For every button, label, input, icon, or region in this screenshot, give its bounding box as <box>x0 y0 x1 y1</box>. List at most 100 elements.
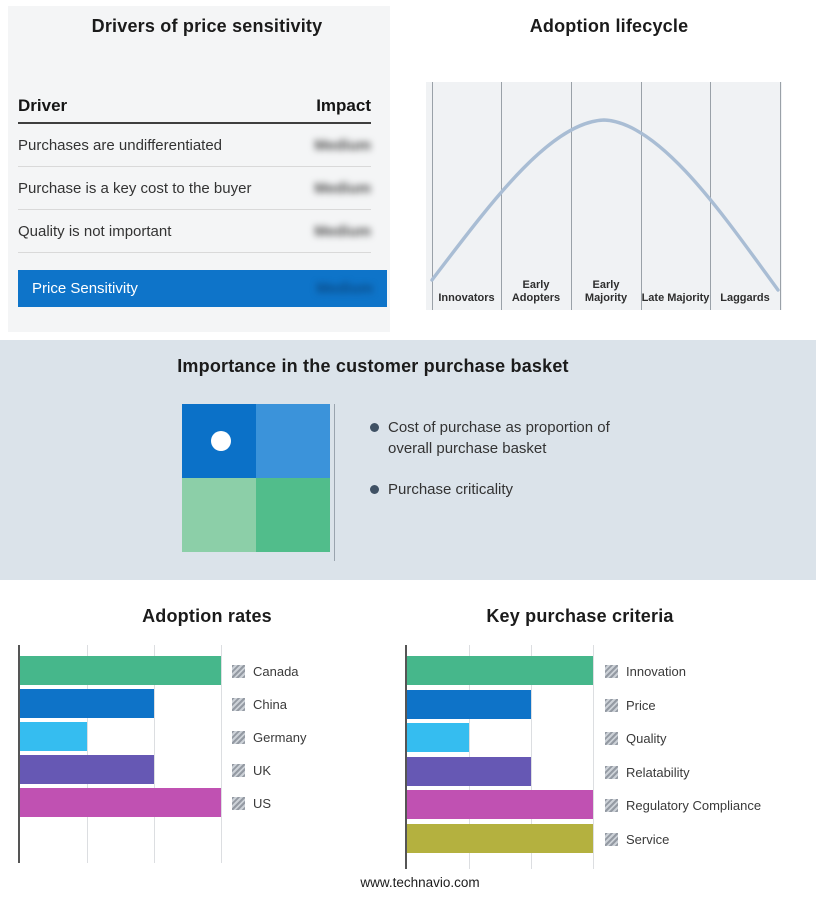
bar-regulatory-compliance <box>407 790 593 819</box>
legend-label: US <box>253 796 272 811</box>
stage-divider <box>432 82 433 310</box>
stage-divider <box>710 82 711 310</box>
legend-label: Price <box>626 697 656 713</box>
driver-cell: Quality is not important <box>18 222 172 240</box>
bullet-icon <box>370 485 379 494</box>
legend-label: Service <box>626 831 670 847</box>
impact-cell: Medium <box>314 179 371 197</box>
legend-swatch-icon <box>605 665 618 678</box>
key-purchase-criteria-chart: Innovation Price Quality Relatability Regula… <box>405 645 805 871</box>
technavio-link[interactable]: www.technavio.com <box>360 875 480 890</box>
column-driver: Driver <box>18 96 68 115</box>
impact-cell: Medium <box>314 136 371 154</box>
bar-service <box>407 823 593 853</box>
legend-swatch-icon <box>605 799 618 812</box>
legend-item: Canada <box>232 664 299 679</box>
legend-label: Regulatory Compliance <box>626 798 762 813</box>
lifecycle-title: Adoption lifecycle <box>529 16 689 36</box>
stage-label-early-majority: Early Majority <box>584 278 628 304</box>
stage-label-laggards: Laggards <box>720 291 770 304</box>
legend-swatch-icon <box>232 731 245 744</box>
legend-swatch-icon <box>232 764 245 777</box>
price-sensitivity-bar: Price Sensitivity Medium <box>18 270 387 307</box>
table-row: Quality is not important Medium <box>18 210 371 253</box>
legend-label: Relatability <box>626 764 690 780</box>
gridline <box>531 645 532 869</box>
lifecycle-plot: Innovators Early Adopters Early Majority… <box>426 82 782 310</box>
adoption-rates-plot <box>18 645 228 863</box>
legend-swatch-icon <box>232 665 245 678</box>
legend-swatch-icon <box>605 698 618 712</box>
legend-item: Innovation <box>605 664 686 679</box>
driver-cell: Purchase is a key cost to the buyer <box>18 179 252 197</box>
lifecycle-curve <box>430 118 780 292</box>
legend-label: Innovation <box>626 664 686 679</box>
basket-band <box>0 340 816 580</box>
stage-divider <box>641 82 642 310</box>
bullet-text: Cost of purchase as proportion of overal… <box>388 419 610 457</box>
key-purchase-criteria-title: Key purchase criteria <box>486 606 674 626</box>
key-purchase-criteria-plot <box>405 645 600 869</box>
table-row: Purchase is a key cost to the buyer Medi… <box>18 167 371 210</box>
bullet-icon <box>370 423 379 432</box>
table-row: Purchases are undifferentiated Medium <box>18 124 371 167</box>
stage-label-late-majority: Late Majority <box>641 291 710 304</box>
price-sensitivity-impact: Medium <box>316 280 373 297</box>
price-sensitivity-label: Price Sensitivity <box>32 280 138 297</box>
stage-label-innovators: Innovators <box>438 291 495 304</box>
legend-swatch-icon <box>232 698 245 711</box>
legend-item: Relatability <box>605 765 690 780</box>
adoption-rates-legend: Canada China Germany UK US <box>232 645 382 865</box>
legend-swatch-icon <box>605 832 618 846</box>
legend-swatch-icon <box>232 797 245 810</box>
bar-relatability <box>407 756 531 786</box>
bar-germany <box>20 722 87 751</box>
legend-label: UK <box>253 763 272 778</box>
impact-cell: Medium <box>314 222 371 240</box>
stage-label-early-adopters: Early Adopters <box>511 278 561 304</box>
drivers-table-header: Driver Impact <box>18 90 371 124</box>
bar-uk <box>20 755 154 784</box>
adoption-rates-chart: Canada China Germany UK US <box>18 645 384 865</box>
bar-innovation <box>407 656 593 685</box>
bar-canada <box>20 656 221 685</box>
bar-price <box>407 689 531 719</box>
stage-divider <box>501 82 502 310</box>
legend-swatch-icon <box>605 765 618 779</box>
legend-item: US <box>232 796 271 811</box>
quadrant-cell-bottom-right <box>256 478 330 552</box>
quadrant-marker-dot <box>211 431 231 451</box>
legend-label: Canada <box>253 664 299 679</box>
legend-item: Germany <box>232 730 306 745</box>
bullet-text: Purchase criticality <box>388 481 514 498</box>
legend-item: Price <box>605 698 656 713</box>
driver-cell: Purchases are undifferentiated <box>18 136 223 154</box>
legend-item: Quality <box>605 731 666 746</box>
legend-item: Service <box>605 832 669 847</box>
legend-label: Germany <box>253 730 307 745</box>
basket-title: Importance in the customer purchase bask… <box>177 356 569 376</box>
purchase-basket-quadrant <box>182 404 330 552</box>
key-purchase-criteria-legend: Innovation Price Quality Relatability Regula… <box>605 645 800 871</box>
quadrant-cell-top-right <box>256 404 330 478</box>
quadrant-axis-line <box>334 404 335 561</box>
legend-swatch-icon <box>605 732 618 745</box>
legend-item: China <box>232 697 287 712</box>
gridline <box>154 645 155 863</box>
bar-quality <box>407 723 469 752</box>
column-impact: Impact <box>316 96 371 115</box>
gridline <box>593 645 594 869</box>
bar-china <box>20 689 154 718</box>
legend-item: UK <box>232 763 271 778</box>
stage-divider <box>571 82 572 310</box>
gridline <box>87 645 88 863</box>
adoption-rates-title: Adoption rates <box>142 606 272 626</box>
drivers-title: Drivers of price sensitivity <box>91 16 323 36</box>
lifecycle-curve-path <box>430 118 780 292</box>
gridline <box>221 645 222 863</box>
legend-label: Quality <box>626 731 667 746</box>
bar-us <box>20 788 221 817</box>
quadrant-cell-bottom-left <box>182 478 256 552</box>
legend-item: Regulatory Compliance <box>605 798 761 813</box>
